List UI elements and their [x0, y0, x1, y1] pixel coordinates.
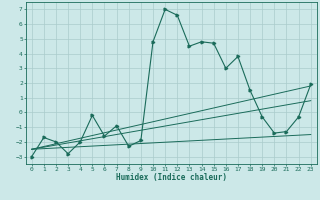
X-axis label: Humidex (Indice chaleur): Humidex (Indice chaleur) [116, 173, 227, 182]
